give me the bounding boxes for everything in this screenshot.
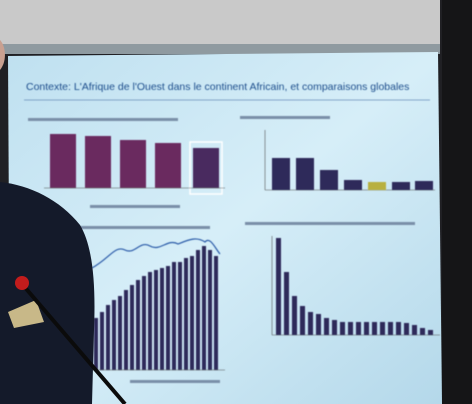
pocket-square — [8, 300, 44, 328]
bar — [160, 268, 164, 370]
bar — [202, 246, 206, 370]
bar — [106, 305, 110, 370]
bar — [356, 322, 361, 335]
panel-caption — [245, 222, 415, 225]
bar — [364, 322, 369, 335]
bar — [112, 300, 116, 370]
highlight-box — [189, 141, 223, 195]
bar — [412, 325, 417, 335]
bar — [300, 306, 305, 335]
slide-title: Contexte: L'Afrique de l'Ouest dans le c… — [26, 81, 409, 93]
panel-bottom-left — [60, 226, 225, 383]
screen-edge — [0, 44, 440, 54]
bar — [178, 262, 182, 370]
legend-blur — [130, 380, 220, 383]
bar — [420, 328, 425, 335]
bar — [148, 272, 152, 370]
bar — [166, 266, 170, 370]
bar — [85, 136, 111, 188]
bar — [415, 181, 433, 190]
bar — [320, 170, 338, 190]
person-ear — [0, 40, 5, 70]
microphone-stem — [20, 282, 127, 404]
bar — [404, 323, 409, 335]
person-suit — [0, 182, 95, 404]
bar — [292, 296, 297, 335]
bar — [196, 250, 200, 370]
bar — [118, 296, 122, 370]
panel-caption — [240, 116, 330, 119]
bar — [284, 272, 289, 335]
bars — [276, 238, 433, 335]
bar — [348, 322, 353, 335]
panel-top-right — [240, 116, 435, 191]
bar — [172, 262, 176, 370]
bars — [94, 246, 218, 370]
bar — [272, 158, 290, 190]
bar — [428, 330, 433, 335]
bar — [155, 143, 181, 188]
bar — [154, 270, 158, 370]
bar — [340, 322, 345, 335]
bar — [392, 182, 410, 190]
bar — [50, 134, 76, 188]
bar — [380, 322, 385, 335]
bar — [388, 322, 393, 335]
bar — [214, 256, 218, 370]
bar — [308, 312, 313, 335]
room-edge — [442, 0, 472, 404]
bar — [276, 238, 281, 335]
bar — [136, 280, 140, 370]
bar — [142, 276, 146, 370]
bar — [124, 290, 128, 370]
bar — [184, 258, 188, 370]
legend-blur — [90, 205, 180, 208]
slide-content: Contexte: L'Afrique de l'Ouest dans le c… — [24, 81, 440, 383]
line — [91, 238, 221, 269]
bar — [208, 250, 212, 370]
bar — [332, 320, 337, 335]
bar — [396, 322, 401, 335]
bar — [94, 318, 98, 370]
bar — [120, 140, 146, 188]
panel-caption — [60, 226, 210, 229]
panel-top-left — [28, 118, 225, 208]
panel-caption — [28, 118, 178, 121]
screen-frame-top — [0, 0, 440, 48]
bar — [316, 314, 321, 335]
bar — [324, 318, 329, 335]
bar — [296, 158, 314, 190]
bar — [190, 256, 194, 370]
microphone-light — [15, 276, 29, 290]
bar — [372, 322, 377, 335]
projected-slide — [8, 52, 442, 404]
bar — [368, 182, 386, 190]
bar — [344, 180, 362, 190]
bar — [130, 285, 134, 370]
panel-bottom-right — [245, 222, 440, 336]
bar — [100, 312, 104, 370]
bar — [193, 148, 219, 188]
